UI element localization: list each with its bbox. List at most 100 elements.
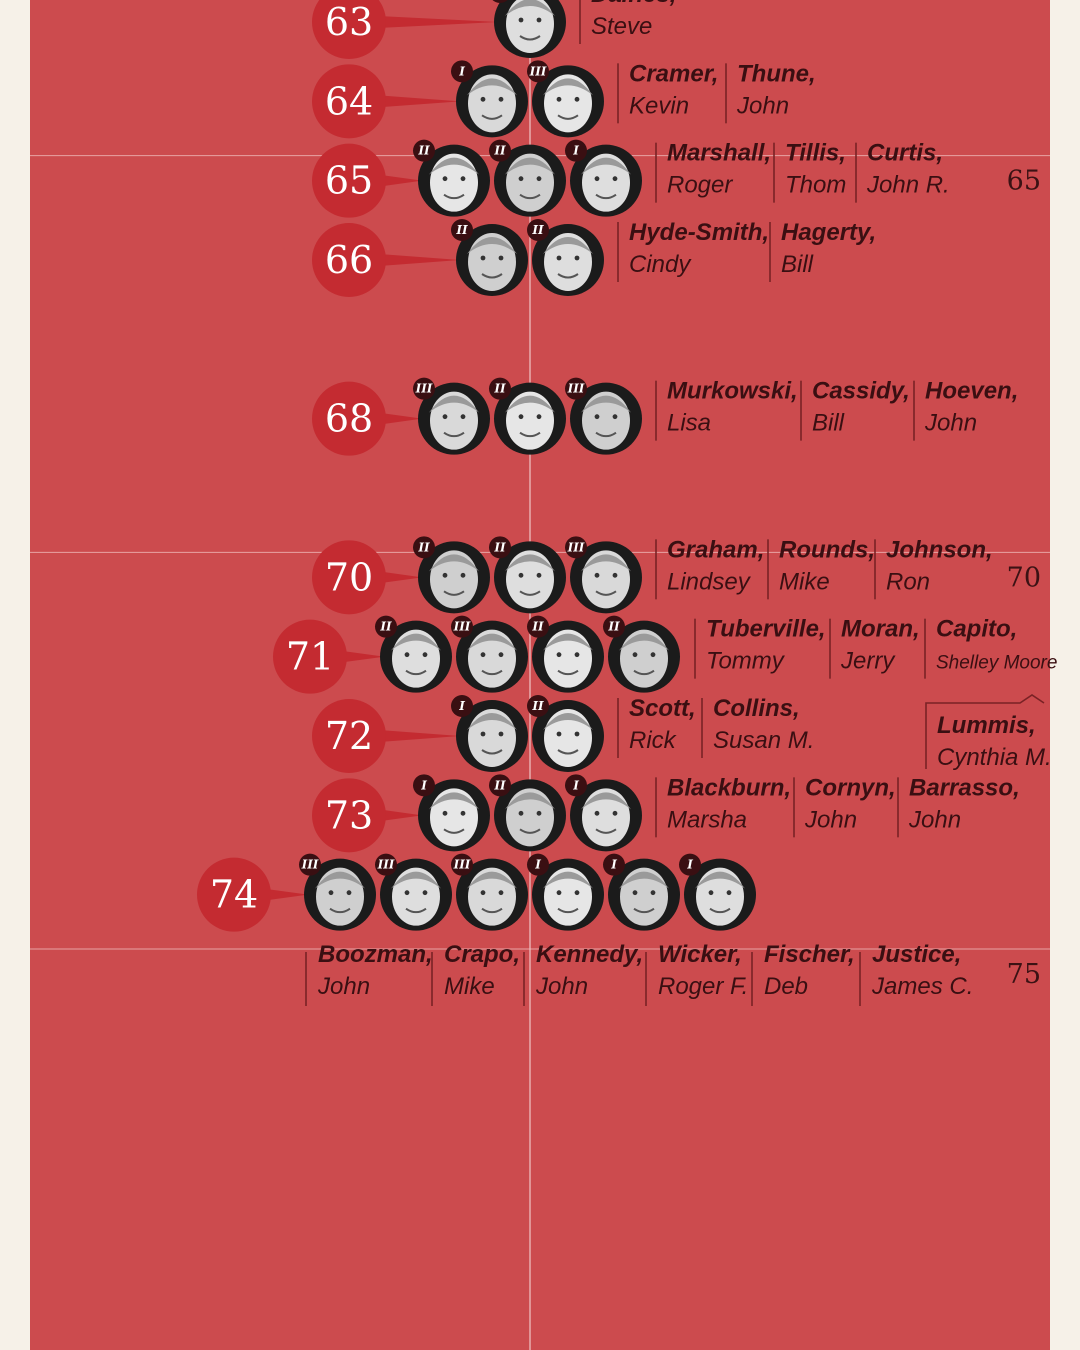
- portrait-face: [620, 867, 668, 926]
- term-label: II: [493, 540, 506, 554]
- age-value: 66: [325, 238, 373, 282]
- portrait-face: [582, 391, 630, 450]
- senator-last-name: Cornyn,: [805, 774, 896, 801]
- callout-line: [925, 694, 1045, 769]
- senator-first-name: John R.: [866, 172, 950, 199]
- portrait-face: [468, 867, 516, 926]
- portrait-eye: [556, 731, 562, 737]
- portrait-smile: [481, 907, 503, 914]
- term-label: II: [417, 144, 430, 158]
- portrait-face: [316, 867, 364, 926]
- portrait-hair: [505, 792, 555, 810]
- portrait-eye: [498, 890, 504, 896]
- portrait-eye: [574, 652, 580, 658]
- portrait-eye: [650, 890, 656, 896]
- portrait-eye: [480, 255, 486, 261]
- portrait-face: [506, 153, 554, 212]
- portrait-hair: [543, 713, 593, 730]
- portrait-smile: [557, 907, 579, 914]
- senator-last-name: Barrasso,: [909, 774, 1020, 801]
- portrait-eye: [442, 572, 448, 578]
- portrait-face: [544, 867, 592, 926]
- portrait-face: [544, 233, 592, 291]
- age-row-63: 63IIDaines,Steve: [312, 0, 676, 59]
- term-badge: [413, 536, 435, 559]
- portrait-eye: [460, 810, 466, 816]
- term-label: III: [415, 382, 433, 396]
- portrait-face: [468, 74, 516, 133]
- senator-last-name: Hyde-Smith,: [629, 219, 769, 246]
- portrait-hair: [581, 792, 631, 810]
- portrait-face: [544, 709, 592, 767]
- age-value: 72: [325, 714, 373, 758]
- portrait-eye: [518, 572, 524, 578]
- term-label: I: [686, 858, 693, 872]
- term-label: III: [377, 858, 395, 872]
- portrait-eye: [594, 572, 600, 578]
- term-label: I: [610, 858, 617, 872]
- portrait-eye: [422, 652, 428, 658]
- portrait-face: [430, 550, 478, 609]
- portrait-eye: [612, 176, 618, 182]
- portrait-eye: [632, 652, 638, 658]
- portrait-eye: [460, 176, 466, 182]
- portrait-eye: [612, 810, 618, 816]
- term-badge: [489, 774, 511, 797]
- age-badge: [312, 778, 386, 853]
- age-pointer: [379, 16, 498, 28]
- term-label: I: [458, 699, 465, 713]
- portrait-smile: [557, 669, 579, 676]
- portrait-smile: [443, 590, 465, 596]
- portrait-eye: [536, 572, 542, 578]
- term-label: II: [417, 540, 430, 554]
- portrait-hair: [429, 554, 479, 572]
- senator-first-name: Roger F.: [658, 973, 748, 1000]
- senator-first-name: Bill: [812, 410, 845, 437]
- portrait-smile: [595, 828, 617, 834]
- age-badge: [312, 223, 386, 297]
- portrait-smile: [595, 431, 617, 438]
- senator-last-name: Moran,: [841, 616, 920, 643]
- senator-first-name: John: [317, 973, 370, 1000]
- portrait-hair: [619, 871, 669, 889]
- portrait-smile: [519, 431, 541, 438]
- senator-last-name: Hoeven,: [925, 378, 1018, 405]
- portrait-face: [392, 629, 440, 688]
- term-badge: [527, 695, 549, 717]
- age-value: 68: [325, 397, 373, 441]
- senator-last-name: Cassidy,: [812, 378, 910, 405]
- portrait-smile: [557, 273, 579, 279]
- portrait-eye: [612, 572, 618, 578]
- portrait-eye: [726, 890, 732, 896]
- senator-first-name: John: [804, 806, 857, 833]
- portrait-eye: [536, 414, 542, 420]
- portrait-face: [544, 74, 592, 133]
- senator-last-name: Thune,: [737, 60, 816, 87]
- age-value: 73: [325, 793, 373, 837]
- term-label: II: [531, 699, 544, 713]
- term-label: I: [572, 778, 579, 792]
- portrait-smile: [633, 669, 655, 676]
- age-badge: [197, 857, 271, 932]
- portrait-eye: [536, 176, 542, 182]
- term-badge: [527, 853, 549, 876]
- portrait-face: [582, 550, 630, 609]
- portrait-smile: [519, 35, 541, 41]
- portrait-hair: [467, 237, 517, 254]
- senator-last-name: Scott,: [629, 695, 696, 722]
- senator-first-name: Mike: [779, 568, 830, 595]
- senator-last-name: Blackburn,: [667, 774, 791, 801]
- portrait-smile: [557, 114, 579, 120]
- portrait-eye: [480, 96, 486, 102]
- term-label: I: [534, 858, 541, 872]
- term-badge: [679, 853, 701, 876]
- portrait-face: [506, 391, 554, 450]
- senator-last-name: Capito,: [936, 616, 1017, 643]
- portrait-eye: [556, 890, 562, 896]
- y-tick-label: 65: [1007, 166, 1041, 197]
- portrait-hair: [429, 792, 479, 810]
- portrait-eye: [498, 652, 504, 658]
- term-label: III: [529, 64, 547, 78]
